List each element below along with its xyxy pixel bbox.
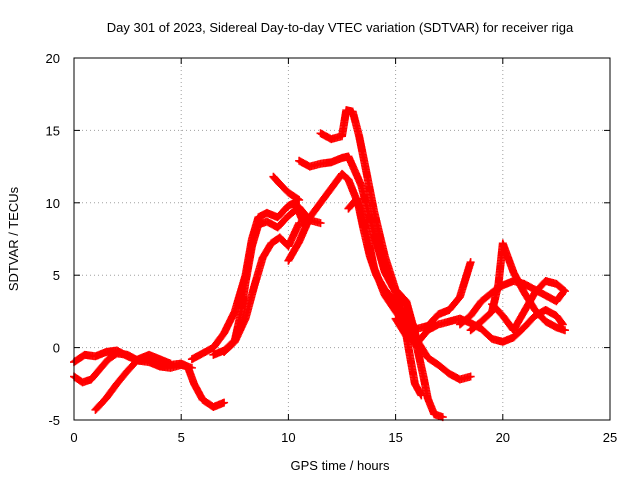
y-tick-label: 15 bbox=[46, 123, 60, 138]
x-tick-label: 0 bbox=[70, 430, 77, 445]
data-point bbox=[560, 287, 569, 296]
series-3 bbox=[91, 350, 175, 414]
y-tick-label: -5 bbox=[48, 413, 60, 428]
data-point bbox=[417, 391, 426, 400]
data-point bbox=[466, 258, 475, 267]
x-tick-labels: 0 5 10 15 20 25 bbox=[70, 430, 617, 445]
data-point bbox=[559, 286, 568, 295]
x-tick-label: 20 bbox=[496, 430, 510, 445]
data-point bbox=[220, 398, 229, 407]
data-series bbox=[70, 106, 569, 422]
data-point bbox=[166, 359, 175, 368]
data-point bbox=[295, 195, 304, 204]
data-point bbox=[438, 413, 447, 422]
plot-frame bbox=[73, 57, 611, 421]
series-15 bbox=[488, 276, 569, 335]
y-tick-label: 0 bbox=[53, 341, 60, 356]
x-axis-label: GPS time / hours bbox=[291, 458, 390, 473]
series-14 bbox=[466, 239, 569, 335]
chart-title: Day 301 of 2023, Sidereal Day-to-day VTE… bbox=[107, 20, 574, 35]
data-point bbox=[466, 372, 475, 381]
data-point bbox=[560, 326, 569, 335]
data-point bbox=[295, 219, 304, 228]
series-11 bbox=[344, 194, 475, 333]
x-tick-label: 25 bbox=[603, 430, 617, 445]
series-7 bbox=[269, 172, 304, 204]
data-point bbox=[187, 363, 196, 372]
y-tick-labels: -5 0 5 10 15 20 bbox=[46, 51, 60, 428]
data-point bbox=[316, 219, 325, 228]
y-axis-label: SDTVAR / TECUs bbox=[6, 186, 21, 291]
data-point bbox=[293, 195, 302, 204]
y-tick-label: 20 bbox=[46, 51, 60, 66]
y-tick-label: 5 bbox=[53, 268, 60, 283]
series-9 bbox=[295, 152, 426, 400]
x-tick-label: 5 bbox=[178, 430, 185, 445]
x-tick-label: 10 bbox=[281, 430, 295, 445]
y-tick-label: 10 bbox=[46, 196, 60, 211]
x-tick-label: 15 bbox=[388, 430, 402, 445]
series-10 bbox=[316, 106, 475, 384]
series-6 bbox=[220, 219, 304, 356]
